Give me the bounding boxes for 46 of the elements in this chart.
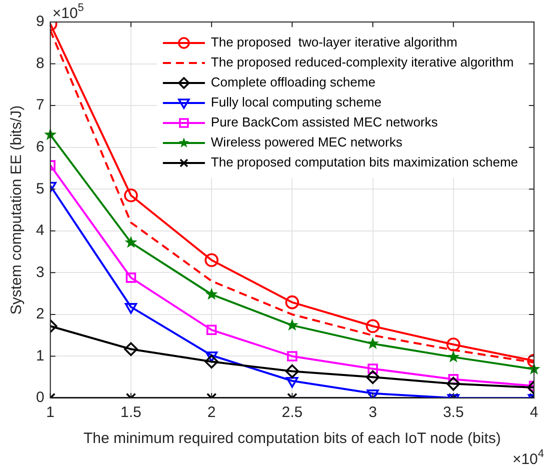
legend-label: Complete offloading scheme xyxy=(210,74,376,90)
point xyxy=(206,324,217,336)
point xyxy=(205,351,218,362)
point xyxy=(446,338,460,352)
y-tick-label: 9 xyxy=(36,13,44,30)
legend-label: The proposed reduced-complexity iterative algorithm xyxy=(210,54,514,70)
point xyxy=(366,370,380,384)
x-tick-label: 4 xyxy=(530,404,538,422)
point xyxy=(204,253,218,268)
point xyxy=(205,288,218,300)
point xyxy=(124,188,138,202)
point xyxy=(287,351,298,362)
point xyxy=(366,319,380,334)
y-tick-label: 1 xyxy=(36,347,44,364)
point xyxy=(286,318,298,331)
x-tick-label: 2.5 xyxy=(282,404,303,422)
y-tick-label: 3 xyxy=(36,264,44,281)
point xyxy=(285,295,300,310)
point xyxy=(447,350,460,362)
y-tick-label: 6 xyxy=(36,138,44,156)
legend-label: Fully local computing scheme xyxy=(210,94,382,110)
x-tick-label: 2 xyxy=(207,404,216,422)
point xyxy=(286,376,298,388)
point xyxy=(366,337,380,350)
y-tick-label: 4 xyxy=(36,222,44,240)
point xyxy=(124,236,138,248)
x-tick-label: 3 xyxy=(368,404,377,422)
point xyxy=(124,342,138,356)
y-tick-label: 2 xyxy=(36,306,44,323)
y-tick-label: 8 xyxy=(36,54,44,72)
y-axis-title: System computation EE (bits/J) xyxy=(8,105,26,315)
point xyxy=(204,354,218,369)
y-tick-label: 0 xyxy=(36,389,44,406)
x-axis-title: The minimum required computation bits of each IoT node (bits) xyxy=(83,430,501,448)
x-tick-label: 3.5 xyxy=(442,404,464,422)
y-tick-label: 7 xyxy=(36,96,44,114)
y-tick-label: 5 xyxy=(36,180,44,198)
point xyxy=(446,376,460,391)
legend-label: The proposed two-layer iterative algorithm xyxy=(210,34,458,50)
point xyxy=(285,364,300,378)
point xyxy=(368,364,378,374)
legend-label: Wireless powered MEC networks xyxy=(210,134,403,150)
x-tick-label: 1.5 xyxy=(120,404,142,422)
point xyxy=(126,272,136,283)
legend-label: Pure BackCom assisted MEC networks xyxy=(210,114,438,130)
legend-label: The proposed computation bits maximization scheme xyxy=(210,154,518,170)
